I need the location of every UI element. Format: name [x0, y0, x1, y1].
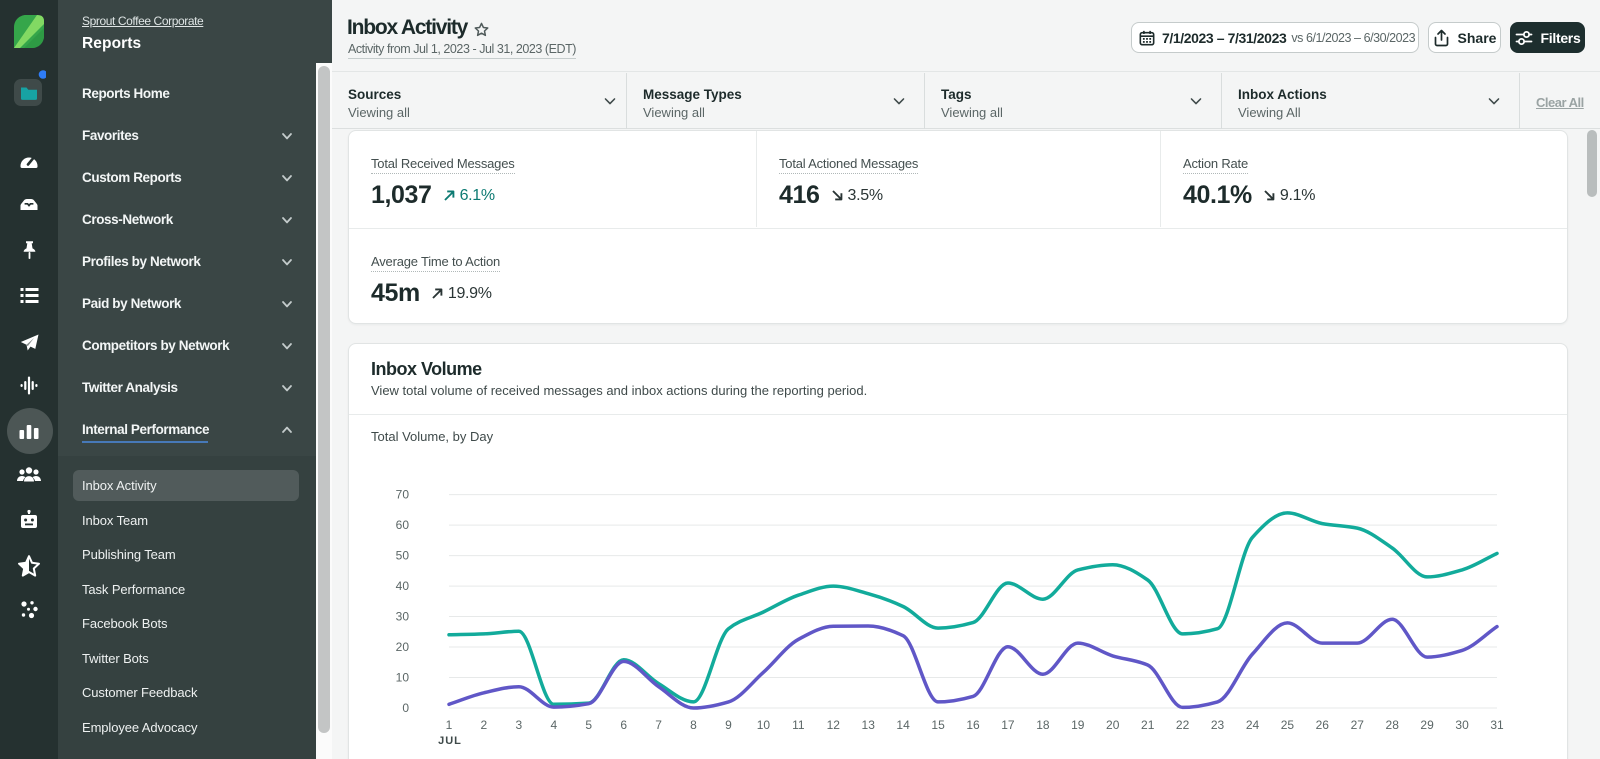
svg-text:40: 40 — [396, 579, 410, 593]
svg-text:15: 15 — [931, 718, 945, 732]
svg-text:10: 10 — [396, 671, 410, 685]
svg-text:22: 22 — [1176, 718, 1190, 732]
svg-text:2: 2 — [481, 718, 488, 732]
svg-text:30: 30 — [1455, 718, 1469, 732]
svg-text:25: 25 — [1281, 718, 1295, 732]
svg-text:12: 12 — [827, 718, 841, 732]
svg-text:24: 24 — [1246, 718, 1260, 732]
svg-text:30: 30 — [396, 610, 410, 624]
svg-text:JUL: JUL — [438, 735, 462, 747]
svg-text:4: 4 — [550, 718, 557, 732]
svg-text:18: 18 — [1036, 718, 1050, 732]
svg-text:0: 0 — [402, 701, 409, 715]
svg-text:11: 11 — [792, 718, 805, 732]
svg-text:23: 23 — [1211, 718, 1225, 732]
svg-text:70: 70 — [396, 488, 410, 502]
svg-text:7: 7 — [655, 718, 662, 732]
svg-text:21: 21 — [1141, 718, 1155, 732]
svg-text:60: 60 — [396, 518, 410, 532]
svg-text:9: 9 — [725, 718, 732, 732]
svg-text:50: 50 — [396, 549, 410, 563]
svg-text:3: 3 — [516, 718, 523, 732]
svg-text:29: 29 — [1420, 718, 1434, 732]
svg-text:8: 8 — [690, 718, 697, 732]
svg-text:16: 16 — [966, 718, 980, 732]
svg-text:19: 19 — [1071, 718, 1085, 732]
svg-text:5: 5 — [585, 718, 592, 732]
svg-text:27: 27 — [1351, 718, 1365, 732]
svg-text:28: 28 — [1386, 718, 1400, 732]
svg-text:1: 1 — [446, 718, 453, 732]
svg-text:10: 10 — [757, 718, 771, 732]
svg-text:13: 13 — [862, 718, 876, 732]
svg-text:26: 26 — [1316, 718, 1330, 732]
svg-text:31: 31 — [1490, 718, 1504, 732]
svg-text:20: 20 — [396, 640, 410, 654]
svg-text:17: 17 — [1001, 718, 1015, 732]
svg-text:14: 14 — [896, 718, 910, 732]
svg-text:20: 20 — [1106, 718, 1120, 732]
svg-text:6: 6 — [620, 718, 627, 732]
